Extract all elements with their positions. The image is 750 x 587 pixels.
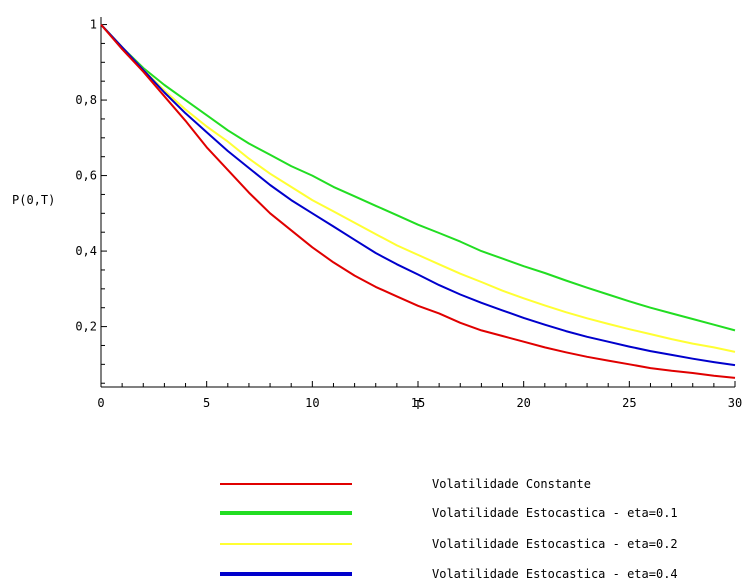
axes: 0 5 10 15 20 25 30 0,2 0,4 0,6 0,8 1 [75, 17, 742, 410]
legend-label: Volatilidade Estocastica - eta=0.4 [432, 567, 678, 581]
series-line [100, 23, 736, 367]
legend-label: Volatilidade Constante [432, 477, 591, 491]
legend: Volatilidade Constante Volatilidade Estoc… [220, 477, 678, 581]
x-tick-label: 25 [622, 396, 636, 410]
x-tick-label: 30 [728, 396, 742, 410]
legend-label: Volatilidade Estocastica - eta=0.1 [432, 506, 678, 520]
legend-label: Volatilidade Estocastica - eta=0.2 [432, 537, 678, 551]
y-tick-label: 0,4 [75, 244, 97, 258]
series-layer [100, 23, 736, 379]
x-tick-label: 0 [97, 396, 104, 410]
x-tick-label: 5 [203, 396, 210, 410]
y-tick-label: 0,6 [75, 169, 97, 183]
series-line [100, 23, 736, 332]
series-line [100, 23, 736, 379]
y-tick-label: 1 [90, 18, 97, 32]
x-tick-label: 10 [305, 396, 319, 410]
y-axis-label: P(0,T) [12, 193, 55, 207]
x-axis-label: T [414, 398, 421, 412]
series-line [100, 23, 736, 353]
x-tick-label: 20 [516, 396, 530, 410]
x-tick-label: 15 [411, 396, 425, 410]
y-tick-label: 0,2 [75, 320, 97, 334]
y-tick-label: 0,8 [75, 93, 97, 107]
